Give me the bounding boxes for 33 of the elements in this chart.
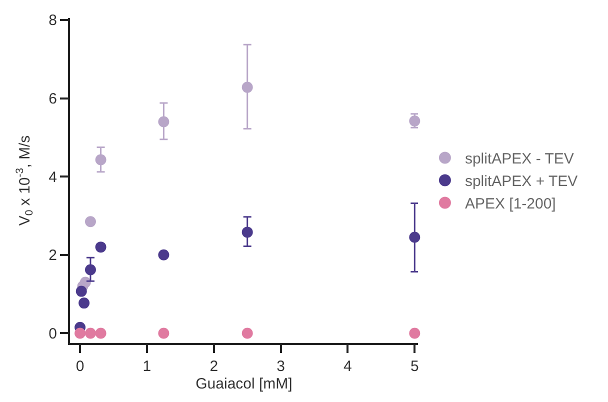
legend-label: splitAPEX - TEV (464, 150, 574, 168)
point (84, 328, 96, 339)
point (158, 328, 170, 339)
point (95, 242, 106, 253)
x-tick-label: 2 (210, 358, 218, 375)
point (409, 232, 420, 243)
y-tick-label: 4 (48, 168, 57, 186)
point (242, 226, 253, 238)
point (409, 115, 420, 126)
point (242, 328, 253, 339)
point (76, 286, 87, 297)
x-tick-label: 0 (76, 358, 84, 375)
legend-label: splitAPEX + TEV (464, 173, 578, 190)
point (409, 328, 420, 339)
x-axis-title: Guaiacol [mM] (196, 376, 292, 392)
legend-label: APEX [1-200] (464, 196, 556, 213)
x-tick-label: 4 (344, 358, 352, 375)
point (74, 328, 86, 339)
y-tick-label: 2 (48, 247, 57, 264)
y-tick-label: 8 (48, 12, 57, 30)
point (84, 216, 96, 228)
point (158, 116, 170, 128)
point (158, 249, 170, 260)
point (84, 264, 96, 276)
x-tick-label: 1 (142, 358, 152, 375)
point (78, 298, 90, 309)
y-tick-label: 0 (48, 325, 57, 342)
point (95, 154, 106, 166)
point (242, 82, 253, 93)
y-tick-label: 6 (48, 90, 57, 108)
point (95, 328, 106, 339)
x-tick-label: 5 (410, 358, 419, 375)
x-tick-label: 3 (276, 358, 285, 375)
